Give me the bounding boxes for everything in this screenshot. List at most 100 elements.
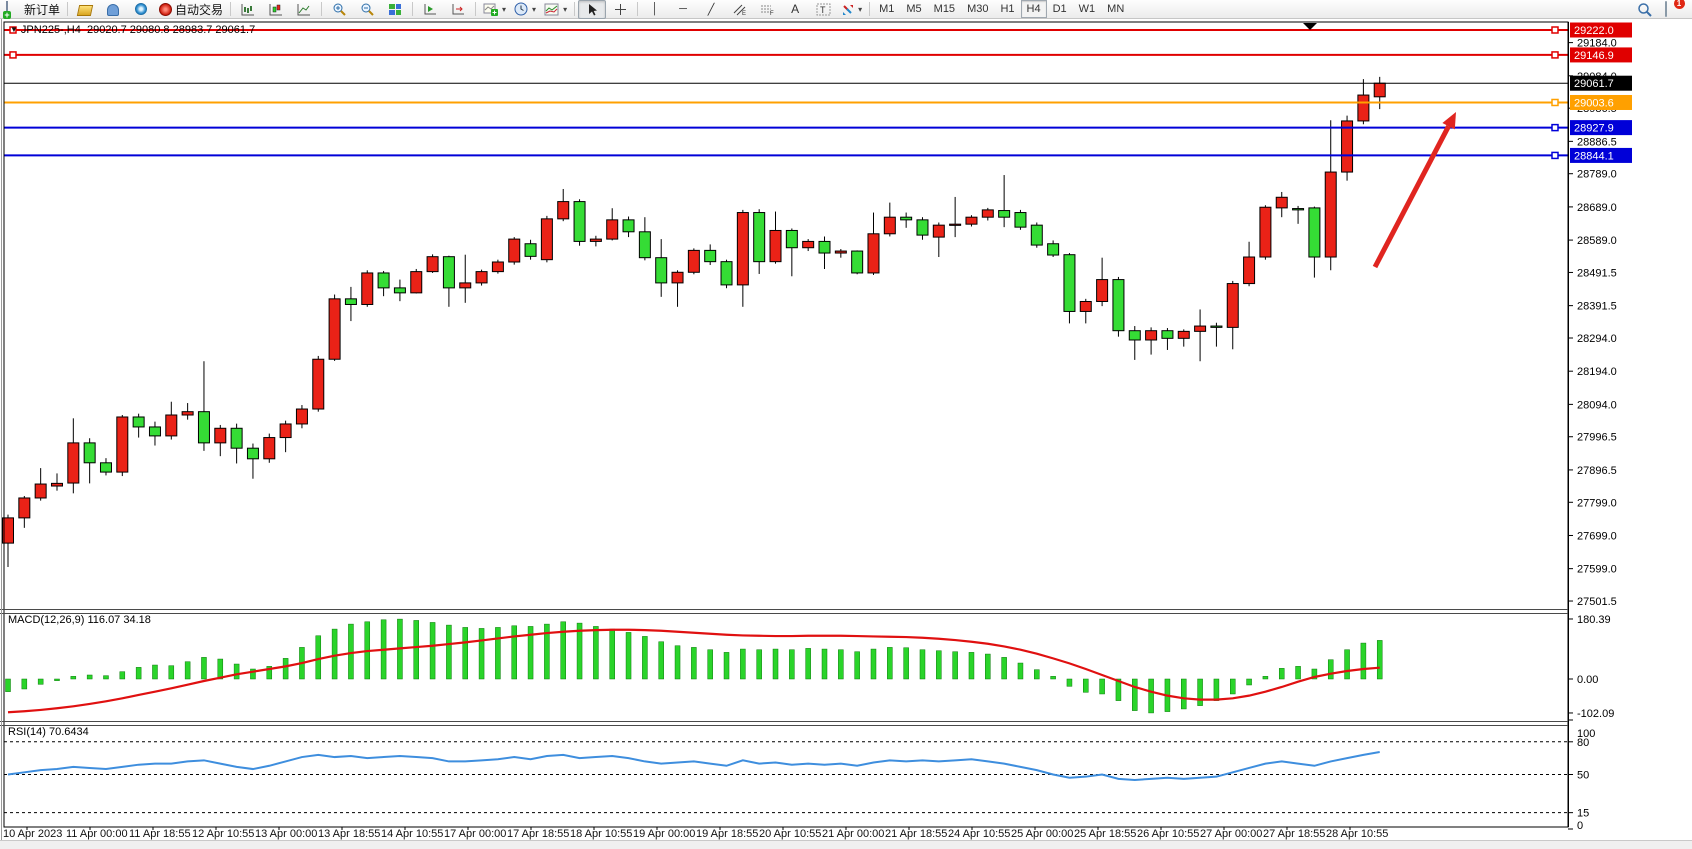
chat-icon: 1 <box>1664 0 1685 17</box>
svg-text:28789.0: 28789.0 <box>1577 169 1617 181</box>
signals-button[interactable] <box>127 0 155 19</box>
notifications-button[interactable]: 1 <box>1658 0 1686 19</box>
cursor-tool-button[interactable] <box>578 0 607 19</box>
svg-text:28194.0: 28194.0 <box>1577 366 1617 378</box>
toolbar-separator <box>869 2 871 16</box>
chart-symbol-period: JPN225-,H4 <box>20 24 81 36</box>
indicators-button[interactable]: ▾ <box>479 0 510 19</box>
svg-text:27996.5: 27996.5 <box>1577 432 1617 444</box>
svg-text:T: T <box>820 5 826 15</box>
timeframe-button-h1[interactable]: H1 <box>1000 3 1015 15</box>
svg-text:28491.5: 28491.5 <box>1577 267 1617 279</box>
svg-text:17 Apr 18:55: 17 Apr 18:55 <box>507 828 569 840</box>
autotrading-button[interactable]: 自动交易 <box>155 0 227 19</box>
periods-clock-icon <box>514 2 528 16</box>
svg-text:28844.1: 28844.1 <box>1574 150 1614 162</box>
text-tool-button[interactable]: A <box>781 0 809 19</box>
timeframe-button-w1[interactable]: W1 <box>1078 3 1096 15</box>
zoom-in-icon <box>333 3 346 16</box>
svg-text:27 Apr 18:55: 27 Apr 18:55 <box>1263 828 1325 840</box>
svg-text:15: 15 <box>1577 808 1589 820</box>
timeframe-button-m30[interactable]: M30 <box>967 3 989 15</box>
svg-text:28589.0: 28589.0 <box>1577 235 1617 247</box>
tile-windows-button[interactable] <box>381 0 409 19</box>
timeframe-button-m15[interactable]: M15 <box>933 3 956 15</box>
svg-text:28 Apr 10:55: 28 Apr 10:55 <box>1326 828 1388 840</box>
new-order-label: 新订单 <box>24 2 61 17</box>
bar-chart-icon <box>241 3 255 15</box>
periods-button[interactable]: ▾ <box>510 0 540 19</box>
arrows-tool-button[interactable]: ▾ <box>837 0 866 19</box>
svg-text:29003.6: 29003.6 <box>1574 97 1614 109</box>
zoom-out-button[interactable] <box>353 0 381 19</box>
svg-text:25 Apr 00:00: 25 Apr 00:00 <box>1011 828 1073 840</box>
horizontal-line-icon: ─ <box>679 3 687 15</box>
chart-shift-button[interactable] <box>444 0 472 19</box>
candlestick-chart-button[interactable] <box>262 0 290 19</box>
equidistant-channel-icon: E <box>733 4 746 16</box>
market-icon <box>76 5 94 16</box>
timeframe-button-h4[interactable]: H4 <box>1020 0 1047 18</box>
svg-text:180.39: 180.39 <box>1577 614 1611 626</box>
toolbar-separator <box>637 2 639 16</box>
timeframe-button-m5[interactable]: M5 <box>906 3 922 15</box>
svg-text:29061.7: 29061.7 <box>1574 78 1614 90</box>
svg-text:F: F <box>770 11 774 16</box>
svg-text:29222.0: 29222.0 <box>1574 25 1614 37</box>
svg-text:27699.0: 27699.0 <box>1577 530 1617 542</box>
community-button[interactable] <box>99 0 127 19</box>
candlestick-chart-icon <box>269 3 283 15</box>
chart-ohlc-values: 29020.7 29080.8 28983.7 29061.7 <box>86 24 256 36</box>
search-button[interactable] <box>1630 0 1658 19</box>
channel-tool-button[interactable]: E <box>725 0 753 19</box>
svg-text:20 Apr 10:55: 20 Apr 10:55 <box>759 828 821 840</box>
svg-text:28391.5: 28391.5 <box>1577 301 1617 313</box>
bar-chart-button[interactable] <box>234 0 262 19</box>
fibonacci-tool-button[interactable]: F <box>753 0 781 19</box>
templates-dropdown-caret: ▾ <box>563 4 568 14</box>
trendline-tool-button[interactable]: ╱ <box>697 0 725 19</box>
market-button[interactable] <box>71 0 99 19</box>
timeframe-button-d1[interactable]: D1 <box>1052 3 1067 15</box>
toolbar-separator <box>412 2 414 16</box>
vertical-line-icon: │ <box>651 3 659 15</box>
toolbar-separator <box>574 2 576 16</box>
new-order-button[interactable]: + 新订单 <box>2 0 64 20</box>
svg-text:28294.0: 28294.0 <box>1577 333 1617 345</box>
templates-button[interactable]: ▾ <box>540 0 571 19</box>
templates-icon <box>544 3 559 15</box>
svg-text:26 Apr 10:55: 26 Apr 10:55 <box>1137 828 1199 840</box>
auto-scroll-button[interactable] <box>416 0 444 19</box>
periods-dropdown-caret: ▾ <box>532 4 537 14</box>
toolbar-separator <box>230 2 232 16</box>
crosshair-tool-button[interactable] <box>606 0 634 19</box>
timeframe-button-m1[interactable]: M1 <box>879 3 895 15</box>
macd-indicator-label: MACD(12,26,9) 116.07 34.18 <box>8 614 151 626</box>
svg-text:21 Apr 18:55: 21 Apr 18:55 <box>885 828 947 840</box>
svg-text:0: 0 <box>1577 820 1583 832</box>
svg-text:14 Apr 10:55: 14 Apr 10:55 <box>381 828 443 840</box>
line-chart-button[interactable] <box>290 0 318 19</box>
svg-text:27896.5: 27896.5 <box>1577 465 1617 477</box>
vertical-line-tool-button[interactable]: │ <box>641 0 669 19</box>
text-label-tool-button[interactable]: T <box>809 0 837 19</box>
timeframe-group: M1 M5 M15 M30 H1 H4 D1 W1 MN <box>873 0 1130 18</box>
svg-text:28094.0: 28094.0 <box>1577 399 1617 411</box>
chart-shift-icon <box>452 3 465 14</box>
indicators-dropdown-caret: ▾ <box>502 4 507 14</box>
symbol-dropdown-marker-icon[interactable]: ▼ <box>10 25 18 34</box>
svg-text:27599.0: 27599.0 <box>1577 564 1617 576</box>
horizontal-line-tool-button[interactable]: ─ <box>669 0 697 19</box>
toolbar-separator <box>67 2 69 16</box>
community-icon <box>107 4 120 16</box>
svg-text:80: 80 <box>1577 737 1589 749</box>
chart-title: ▼ JPN225-,H4 29020.7 29080.8 28983.7 2906… <box>10 24 255 36</box>
svg-text:27501.5: 27501.5 <box>1577 596 1617 608</box>
svg-text:19 Apr 00:00: 19 Apr 00:00 <box>633 828 695 840</box>
timeframe-button-mn[interactable]: MN <box>1107 3 1125 15</box>
autotrading-label: 自动交易 <box>175 2 224 17</box>
zoom-in-button[interactable] <box>325 0 353 19</box>
svg-text:29184.0: 29184.0 <box>1577 38 1617 50</box>
